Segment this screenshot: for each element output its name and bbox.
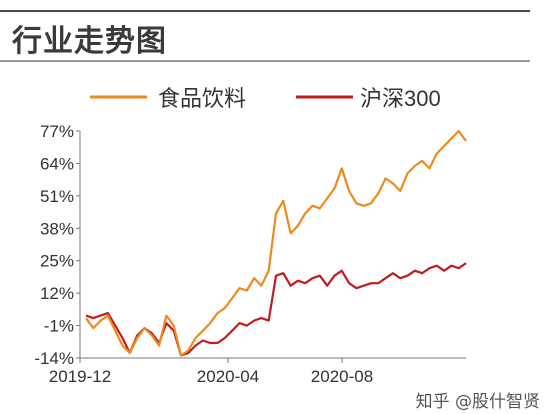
legend: 食品饮料 沪深300	[90, 86, 441, 111]
y-tick-label: -14%	[34, 349, 74, 368]
y-axis-ticks: 77% 64% 51% 38% 25% 12% -1% -14%	[34, 122, 80, 368]
y-tick-label: 51%	[40, 187, 74, 206]
title-rule	[0, 60, 530, 62]
legend-label-csi300: 沪深300	[360, 86, 441, 111]
legend-label-food-bev: 食品饮料	[158, 86, 246, 111]
series-lines	[85, 129, 467, 357]
y-tick-label: 25%	[40, 252, 74, 271]
y-tick-label: 12%	[40, 284, 74, 303]
y-tick-label: -1%	[44, 317, 74, 336]
x-tick-label: 2020-08	[311, 367, 373, 386]
series-line-food-bev	[85, 129, 467, 357]
top-rule	[0, 10, 530, 12]
y-tick-label: 64%	[40, 154, 74, 173]
axes	[79, 131, 466, 359]
x-tick-label: 2020-04	[197, 367, 259, 386]
y-tick-label: 77%	[40, 122, 74, 141]
watermark: 知乎 @股什智贤	[415, 392, 540, 412]
series-line-csi300	[85, 262, 467, 357]
x-axis-ticks: 2019-12 2020-04 2020-08	[49, 358, 373, 386]
y-tick-label: 38%	[40, 219, 74, 238]
x-tick-label: 2019-12	[49, 367, 111, 386]
page-title: 行业走势图	[12, 25, 167, 58]
